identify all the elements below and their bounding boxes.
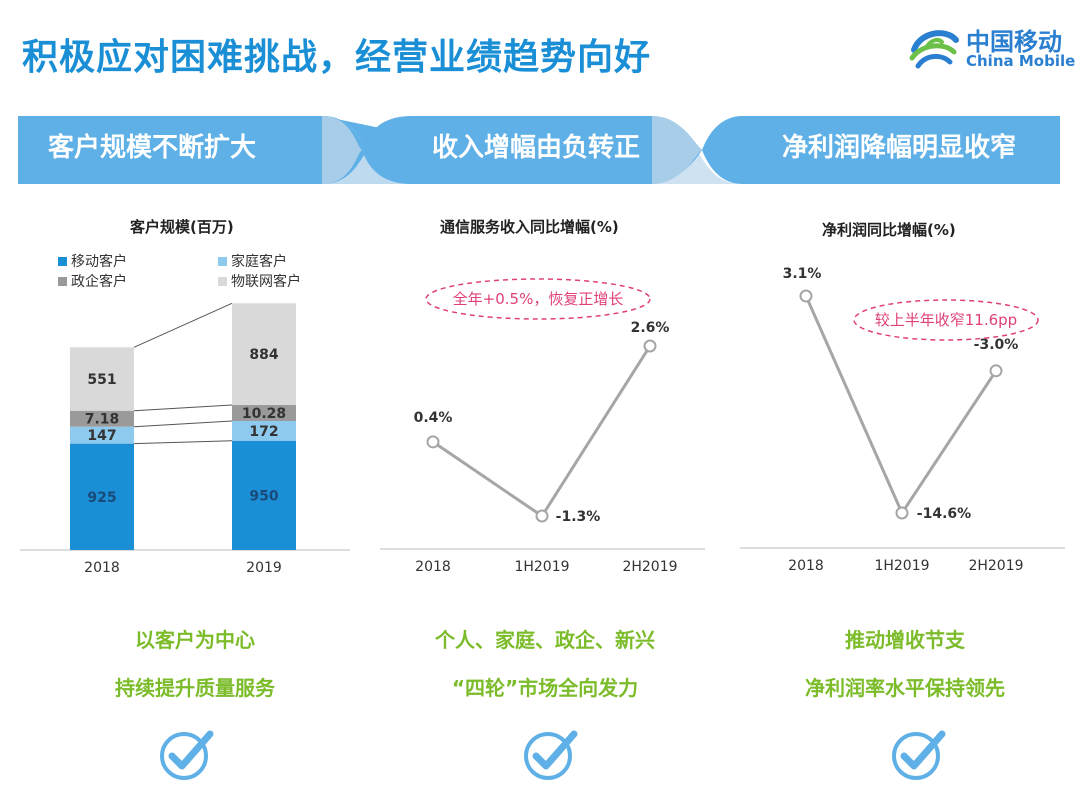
takeaway-1-line1: 以客户为中心 [135, 628, 255, 652]
data-point [989, 364, 1003, 378]
x-tick-label: 1H2019 [514, 559, 569, 575]
bar-value-label: 925 [87, 490, 116, 506]
annotation-ellipse [425, 278, 651, 320]
bar-segment [70, 410, 134, 427]
legend-item-enterprise: 政企客户 [58, 271, 127, 291]
chart2-line: 0.4% -1.3% 2.6% 2018 1H2019 2H2019 全年+0.5%，恢复正… [380, 278, 705, 575]
bar-value-label: 10.28 [242, 406, 286, 422]
china-mobile-logo-icon [909, 30, 959, 69]
checkmark-circle-icon [892, 730, 946, 780]
bar-value-label: 884 [249, 347, 278, 363]
connector-line [133, 440, 233, 445]
bar-segment [232, 420, 296, 441]
legend-item-home: 家庭客户 [218, 251, 287, 271]
bar-segment [232, 440, 296, 550]
bar-value-label: 551 [87, 372, 116, 388]
data-point [895, 506, 909, 520]
takeaway-1-line2: 持续提升质量服务 [115, 676, 275, 700]
x-tick-label: 2019 [246, 560, 282, 576]
annotation-text: 较上半年收窄11.6pp [875, 311, 1017, 329]
takeaway-3-line1: 推动增收节支 [845, 628, 965, 652]
bar-value-label: 950 [249, 488, 278, 504]
chart2-title: 通信服务收入同比增幅(%) [440, 218, 619, 236]
data-value-label: 3.1% [783, 266, 822, 282]
bar-segment [70, 426, 134, 444]
legend-label-home: 家庭客户 [231, 254, 287, 270]
chart3-title: 净利润同比增幅(%) [822, 221, 956, 239]
logo-text-cn: 中国移动 [966, 28, 1062, 56]
legend-swatch-iot [218, 276, 227, 286]
logo-text-en: China Mobile [966, 52, 1076, 70]
chart1-title: 客户规模(百万) [130, 218, 234, 236]
checkmark-circle-icon [160, 730, 214, 780]
china-mobile-logo: 中国移动 China Mobile [906, 18, 1076, 78]
data-value-label: -3.0% [974, 337, 1019, 353]
takeaway-2-line2: “四轮”市场全向发力 [451, 676, 639, 700]
page-title: 积极应对困难挑战，经营业绩趋势向好 [22, 37, 652, 78]
checkmark-circle-icon [524, 730, 578, 780]
takeaway-2-line1: 个人、家庭、政企、新兴 [435, 628, 655, 652]
data-value-label: 0.4% [414, 410, 453, 426]
legend-swatch-mobile [58, 256, 67, 266]
x-tick-label: 2018 [415, 559, 451, 575]
connector-line [133, 404, 233, 412]
bar-value-label: 147 [87, 428, 116, 444]
banner-ribbon [18, 116, 1060, 184]
bar-segment [70, 347, 134, 411]
chart3-line: 3.1% -14.6% -3.0% 2018 1H2019 2H2019 较上半年收窄11.… [740, 266, 1065, 574]
bar-segment [232, 303, 296, 405]
legend-swatch-home [218, 256, 227, 266]
legend-label-enterprise: 政企客户 [71, 274, 127, 290]
legend-label-mobile: 移动客户 [71, 254, 127, 270]
x-tick-label: 1H2019 [874, 558, 929, 574]
bar-segment [70, 443, 134, 550]
data-value-label: -1.3% [556, 509, 601, 525]
x-tick-label: 2H2019 [968, 558, 1023, 574]
bar-value-label: 172 [249, 424, 278, 440]
legend-label-iot: 物联网客户 [231, 274, 301, 290]
connector-line [133, 302, 233, 348]
banner-label-revenue: 收入增幅由负转正 [432, 133, 641, 163]
banner-label-customers: 客户规模不断扩大 [48, 133, 257, 163]
data-point [643, 339, 657, 353]
bar-value-label: 7.18 [85, 412, 120, 428]
legend-item-mobile: 移动客户 [58, 251, 127, 271]
data-point [799, 289, 813, 303]
legend-item-iot: 物联网客户 [218, 271, 301, 291]
x-tick-label: 2018 [84, 560, 120, 576]
data-value-label: 2.6% [631, 320, 670, 336]
annotation-ellipse [853, 299, 1039, 341]
banner-label-profit: 净利润降幅明显收窄 [782, 133, 1017, 163]
takeaway-3-line2: 净利润率水平保持领先 [805, 676, 1005, 700]
data-point [426, 435, 440, 449]
x-tick-label: 2018 [788, 558, 824, 574]
legend-swatch-enterprise [58, 276, 67, 286]
data-point [535, 509, 549, 523]
x-tick-label: 2H2019 [622, 559, 677, 575]
annotation-text: 全年+0.5%，恢复正增长 [453, 290, 624, 308]
data-value-label: -14.6% [917, 506, 971, 522]
series-line [432, 345, 652, 519]
bar-segment [232, 404, 296, 421]
connector-line [133, 420, 233, 428]
